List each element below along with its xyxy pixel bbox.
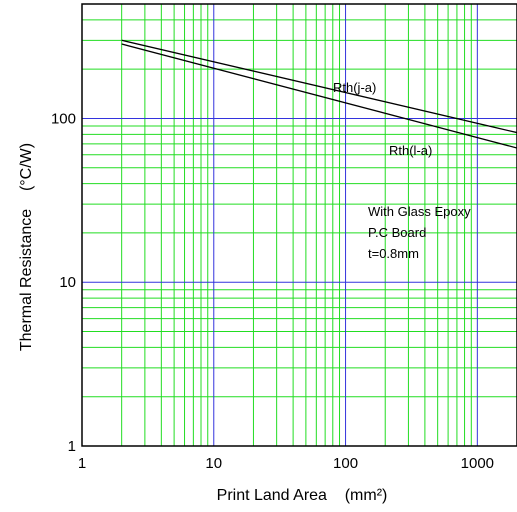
major-grid (82, 4, 517, 446)
x-tick-label: 1 (78, 455, 86, 472)
x-tick-labels: 1 10 100 1000 (78, 455, 494, 472)
y-tick-labels: 1 10 100 (51, 110, 76, 455)
plot-frame (81, 3, 517, 447)
x-tick-label: 10 (205, 455, 222, 472)
x-axis-label: Print Land Area (mm²) (217, 487, 388, 504)
y-tick-label: 1 (68, 438, 76, 455)
annotation-glass-epoxy: With Glass Epoxy (368, 204, 471, 219)
series-line-0 (121, 39, 517, 134)
series-label-rth-l-a: Rth(l-a) (389, 143, 432, 158)
y-tick-label: 10 (59, 274, 76, 291)
x-tick-label: 1000 (461, 455, 494, 472)
annotation-pc-board: P.C Board (368, 225, 426, 240)
series-label-rth-j-a: Rth(j-a) (333, 80, 376, 95)
series-layer (121, 39, 517, 149)
y-tick-label: 100 (51, 110, 76, 127)
minor-grid (82, 4, 517, 446)
annotation-thickness: t=0.8mm (368, 246, 419, 261)
x-tick-label: 100 (333, 455, 358, 472)
series-line-1 (121, 43, 517, 149)
y-axis-label: Thermal Resistance (°C/W) (18, 143, 35, 351)
